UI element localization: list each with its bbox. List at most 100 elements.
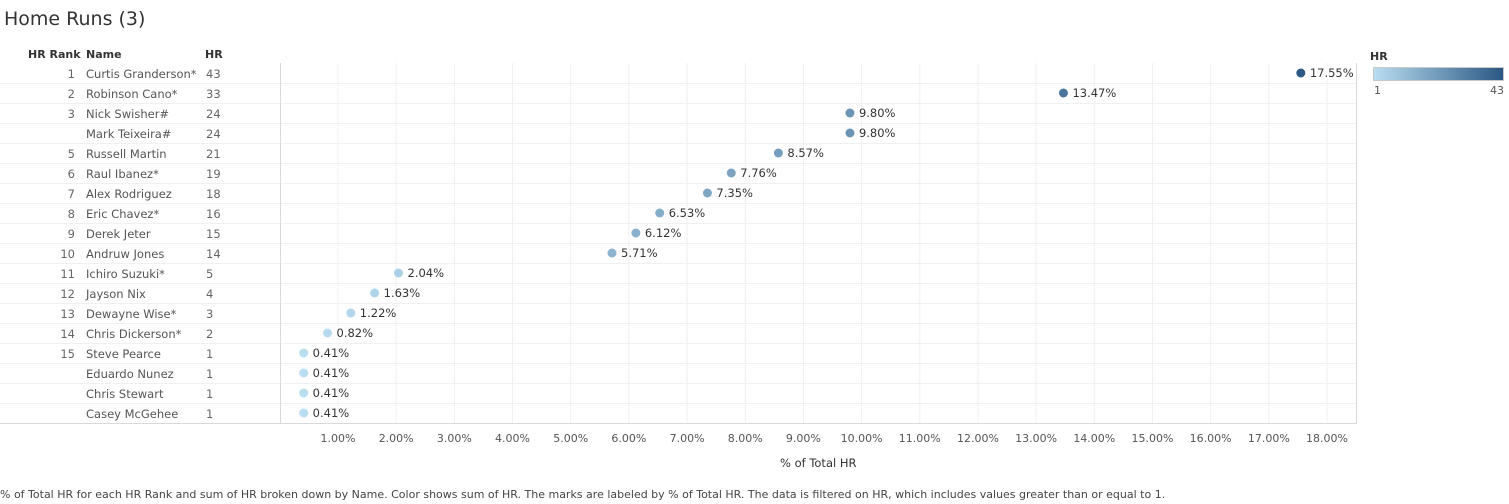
row-name: Raul Ibanez* xyxy=(86,167,159,181)
row-name: Andruw Jones xyxy=(86,247,165,261)
row-rank: 2 xyxy=(67,87,75,101)
row-name: Eduardo Nunez xyxy=(86,367,174,381)
x-tick-label: 16.00% xyxy=(1190,432,1232,445)
x-tick-label: 17.00% xyxy=(1248,432,1290,445)
table-row[interactable]: 10 Andruw Jones 14 xyxy=(0,243,1357,264)
row-name: Derek Jeter xyxy=(86,227,151,241)
row-rank: 7 xyxy=(67,187,75,201)
data-point[interactable] xyxy=(346,308,356,318)
table-row[interactable]: Chris Stewart 1 xyxy=(0,383,1357,404)
table-row[interactable]: 1 Curtis Granderson* 43 xyxy=(0,63,1357,84)
row-rank: 11 xyxy=(60,267,75,281)
data-point[interactable] xyxy=(1058,88,1068,98)
row-divider xyxy=(0,363,1357,364)
row-name: Casey McGehee xyxy=(86,407,179,421)
row-divider xyxy=(0,343,1357,344)
x-tick-label: 11.00% xyxy=(899,432,941,445)
data-label: 9.80% xyxy=(859,106,896,120)
row-name: Jayson Nix xyxy=(86,287,146,301)
data-point[interactable] xyxy=(370,288,380,298)
table-row[interactable]: 9 Derek Jeter 15 xyxy=(0,223,1357,244)
row-rank: 12 xyxy=(60,287,75,301)
data-point[interactable] xyxy=(726,168,736,178)
row-divider xyxy=(0,383,1357,384)
table-row[interactable]: 15 Steve Pearce 1 xyxy=(0,343,1357,364)
row-rank: 9 xyxy=(67,227,75,241)
data-label: 6.53% xyxy=(669,206,706,220)
row-divider xyxy=(0,223,1357,224)
data-point[interactable] xyxy=(1296,68,1306,78)
row-divider xyxy=(0,263,1357,264)
table-row[interactable]: 3 Nick Swisher# 24 xyxy=(0,103,1357,124)
data-point[interactable] xyxy=(773,148,783,158)
x-tick-label: 15.00% xyxy=(1131,432,1173,445)
data-point[interactable] xyxy=(655,208,665,218)
table-row[interactable]: 11 Ichiro Suzuki* 5 xyxy=(0,263,1357,284)
row-divider xyxy=(0,283,1357,284)
row-hr: 3 xyxy=(206,307,214,321)
color-legend-min: 1 xyxy=(1374,84,1381,97)
data-point[interactable] xyxy=(299,348,309,358)
row-divider xyxy=(0,103,1357,104)
x-tick-label: 1.00% xyxy=(321,432,356,445)
column-header-hr[interactable]: HR xyxy=(205,48,223,61)
row-name: Russell Martin xyxy=(86,147,167,161)
column-header-name[interactable]: Name xyxy=(86,48,122,61)
row-hr: 2 xyxy=(206,327,214,341)
row-divider xyxy=(0,403,1357,404)
x-tick-label: 6.00% xyxy=(611,432,646,445)
table-row[interactable]: 5 Russell Martin 21 xyxy=(0,143,1357,164)
table-row[interactable]: Eduardo Nunez 1 xyxy=(0,363,1357,384)
data-point[interactable] xyxy=(607,248,617,258)
color-legend-gradient[interactable] xyxy=(1373,67,1504,81)
row-rank: 5 xyxy=(67,147,75,161)
table-row[interactable]: 6 Raul Ibanez* 19 xyxy=(0,163,1357,184)
row-name: Chris Stewart xyxy=(86,387,164,401)
data-label: 0.41% xyxy=(313,366,350,380)
data-label: 6.12% xyxy=(645,226,682,240)
chart-title: Home Runs (3) xyxy=(4,8,146,30)
row-hr: 19 xyxy=(206,167,221,181)
table-row[interactable]: 13 Dewayne Wise* 3 xyxy=(0,303,1357,324)
row-hr: 1 xyxy=(206,387,214,401)
data-point[interactable] xyxy=(299,368,309,378)
data-point[interactable] xyxy=(845,108,855,118)
x-tick-label: 7.00% xyxy=(670,432,705,445)
data-label: 0.41% xyxy=(313,386,350,400)
row-divider xyxy=(0,83,1357,84)
row-name: Steve Pearce xyxy=(86,347,161,361)
data-point[interactable] xyxy=(631,228,641,238)
column-header-rank[interactable]: HR Rank xyxy=(28,48,81,61)
table-row[interactable]: 2 Robinson Cano* 33 xyxy=(0,83,1357,104)
plot-bottom-border xyxy=(0,423,1357,424)
chart-caption: % of Total HR for each HR Rank and sum o… xyxy=(0,488,1166,501)
table-row[interactable]: 14 Chris Dickerson* 2 xyxy=(0,323,1357,344)
row-hr: 1 xyxy=(206,347,214,361)
table-row[interactable]: 7 Alex Rodriguez 18 xyxy=(0,183,1357,204)
row-name: Robinson Cano* xyxy=(86,87,178,101)
data-label: 17.55% xyxy=(1310,66,1354,80)
data-point[interactable] xyxy=(845,128,855,138)
data-point[interactable] xyxy=(394,268,404,278)
x-tick-label: 14.00% xyxy=(1073,432,1115,445)
row-hr: 5 xyxy=(206,267,214,281)
x-tick-label: 12.00% xyxy=(957,432,999,445)
data-point[interactable] xyxy=(323,328,333,338)
row-rank: 10 xyxy=(60,247,75,261)
data-label: 1.22% xyxy=(360,306,397,320)
data-label: 8.57% xyxy=(787,146,824,160)
data-label: 1.63% xyxy=(384,286,421,300)
data-point[interactable] xyxy=(299,408,309,418)
table-row[interactable]: 8 Eric Chavez* 16 xyxy=(0,203,1357,224)
x-tick-label: 8.00% xyxy=(728,432,763,445)
table-row[interactable]: 12 Jayson Nix 4 xyxy=(0,283,1357,304)
x-tick-label: 5.00% xyxy=(553,432,588,445)
row-hr: 21 xyxy=(206,147,221,161)
row-name: Curtis Granderson* xyxy=(86,67,197,81)
data-point[interactable] xyxy=(299,388,309,398)
row-hr: 18 xyxy=(206,187,221,201)
x-tick-label: 9.00% xyxy=(786,432,821,445)
data-point[interactable] xyxy=(702,188,712,198)
table-row[interactable]: Mark Teixeira# 24 xyxy=(0,123,1357,144)
